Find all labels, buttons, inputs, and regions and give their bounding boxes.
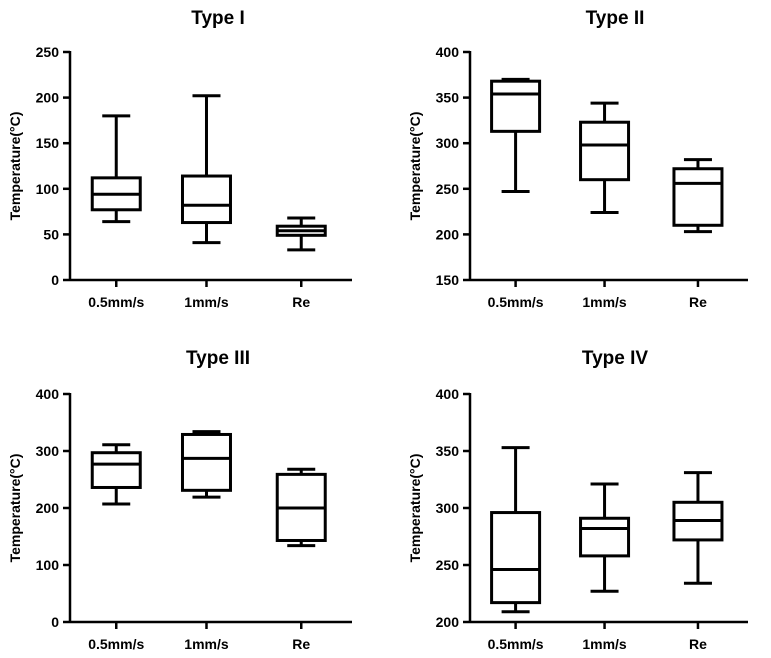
chart-title: Type I: [191, 8, 245, 29]
y-tick-label: 0: [51, 272, 59, 288]
x-tick-label: 1mm/s: [582, 636, 627, 652]
x-tick-label: 1mm/s: [184, 294, 229, 310]
box-1mm-s: [180, 430, 232, 499]
y-tick-label: 350: [436, 90, 460, 106]
x-tick-label: 0.5mm/s: [88, 636, 144, 652]
interquartile-box: [490, 79, 542, 133]
y-axis-label: Temperature(°C): [7, 454, 23, 563]
x-tick-label: 0.5mm/s: [88, 294, 144, 310]
chart-panel-1: Type I Temperature(°C) 0 50 100 150 200 250 0.5m…: [7, 8, 352, 310]
box-re: [672, 471, 724, 585]
box-0-5mm-s: [490, 77, 542, 194]
chart-title: Type III: [186, 348, 250, 369]
x-tick-label: 1mm/s: [184, 636, 229, 652]
interquartile-box: [579, 516, 631, 558]
interquartile-box: [180, 174, 232, 225]
y-tick-label: 0: [51, 614, 59, 630]
x-tick-label: Re: [292, 636, 310, 652]
y-axis-label: Temperature(°C): [407, 112, 423, 221]
interquartile-box: [90, 451, 142, 489]
y-tick-label: 400: [436, 386, 460, 402]
box-1mm-s: [579, 101, 631, 215]
x-tick-label: Re: [689, 636, 707, 652]
chart-panel-4: Type IV Temperature(°C) 200 250 300 350 400 0.5…: [407, 348, 748, 652]
chart-panel-3: Type III Temperature(°C) 0 100 200 300 400 0.5m…: [7, 348, 352, 652]
y-tick-label: 150: [36, 135, 60, 151]
y-tick-label: 250: [436, 181, 460, 197]
y-tick-label: 400: [436, 44, 460, 60]
box-re: [275, 467, 327, 548]
y-axis-label: Temperature(°C): [407, 454, 423, 563]
chart-title: Type II: [586, 8, 645, 29]
y-tick-label: 100: [36, 181, 60, 197]
y-tick-label: 150: [436, 272, 460, 288]
x-tick-label: 0.5mm/s: [488, 294, 544, 310]
y-tick-label: 350: [436, 443, 460, 459]
box-re: [275, 216, 327, 252]
y-tick-label: 300: [436, 500, 460, 516]
y-tick-label: 400: [36, 386, 60, 402]
y-tick-label: 300: [436, 135, 460, 151]
x-tick-label: 1mm/s: [582, 294, 627, 310]
y-tick-label: 250: [36, 44, 60, 60]
x-tick-label: Re: [689, 294, 707, 310]
box-0-5mm-s: [90, 443, 142, 506]
y-tick-label: 200: [436, 226, 460, 242]
box-1mm-s: [579, 482, 631, 593]
box-re: [672, 158, 724, 234]
x-tick-label: Re: [292, 294, 310, 310]
chart-title: Type IV: [582, 348, 648, 369]
interquartile-box: [579, 120, 631, 182]
interquartile-box: [672, 167, 724, 227]
x-tick-label: 0.5mm/s: [488, 636, 544, 652]
interquartile-box: [180, 432, 232, 492]
box-1mm-s: [180, 94, 232, 245]
y-tick-label: 100: [36, 557, 60, 573]
box-0-5mm-s: [90, 114, 142, 224]
y-tick-label: 300: [36, 443, 60, 459]
y-tick-label: 200: [36, 500, 60, 516]
y-tick-label: 200: [436, 614, 460, 630]
chart-panel-2: Type II Temperature(°C) 150 200 250 300 350 400…: [407, 8, 748, 310]
box-0-5mm-s: [490, 446, 542, 614]
interquartile-box: [490, 511, 542, 605]
y-tick-label: 200: [36, 90, 60, 106]
y-axis-label: Temperature(°C): [7, 112, 23, 221]
y-tick-label: 50: [43, 226, 59, 242]
y-tick-label: 250: [436, 557, 460, 573]
